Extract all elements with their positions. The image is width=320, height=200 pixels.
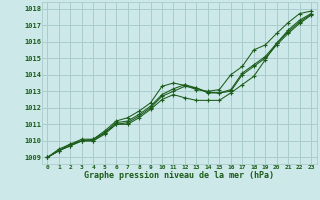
X-axis label: Graphe pression niveau de la mer (hPa): Graphe pression niveau de la mer (hPa) [84,171,274,180]
